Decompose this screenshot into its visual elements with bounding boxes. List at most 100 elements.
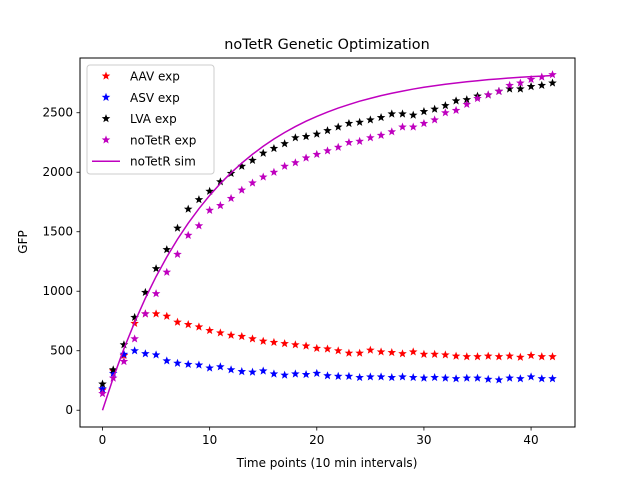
data-point-aav-exp bbox=[537, 352, 547, 361]
data-point-aav-exp bbox=[430, 349, 439, 358]
data-point-notetr-exp bbox=[301, 153, 311, 162]
data-point-lva-exp bbox=[291, 133, 300, 142]
data-point-notetr-exp bbox=[366, 133, 375, 142]
data-point-aav-exp bbox=[162, 311, 172, 320]
data-point-lva-exp bbox=[141, 287, 150, 297]
legend-label-aav-exp: AAV exp bbox=[130, 70, 180, 84]
data-point-notetr-exp bbox=[419, 118, 429, 128]
data-point-lva-exp bbox=[537, 80, 547, 90]
data-point-asv-exp bbox=[430, 373, 439, 382]
data-point-lva-exp bbox=[323, 126, 332, 135]
data-point-lva-exp bbox=[462, 95, 472, 104]
data-point-lva-exp bbox=[333, 122, 343, 131]
data-point-asv-exp bbox=[258, 366, 268, 375]
data-point-asv-exp bbox=[183, 359, 193, 369]
data-point-lva-exp bbox=[205, 186, 214, 195]
plot-frame bbox=[79, 57, 576, 428]
data-point-notetr-exp bbox=[205, 205, 214, 214]
x-tick-label: 40 bbox=[523, 433, 538, 447]
data-point-asv-exp bbox=[312, 368, 322, 377]
legend-swatch-asv-exp bbox=[101, 92, 111, 101]
data-point-aav-exp bbox=[333, 346, 343, 355]
data-point-aav-exp bbox=[205, 326, 214, 335]
legend-label-lva-exp: LVA exp bbox=[130, 112, 177, 126]
data-point-aav-exp bbox=[216, 328, 225, 337]
data-point-asv-exp bbox=[419, 373, 429, 382]
data-point-lva-exp bbox=[119, 340, 129, 349]
data-point-asv-exp bbox=[387, 373, 397, 382]
data-point-asv-exp bbox=[451, 374, 461, 383]
data-point-lva-exp bbox=[505, 84, 514, 93]
data-point-asv-exp bbox=[248, 367, 257, 376]
data-point-asv-exp bbox=[162, 356, 172, 365]
data-point-aav-exp bbox=[505, 351, 514, 360]
data-point-asv-exp bbox=[473, 373, 482, 382]
chart-title: noTetR Genetic Optimization bbox=[224, 37, 430, 53]
y-tick-label: 1500 bbox=[42, 225, 73, 239]
data-point-notetr-exp bbox=[355, 136, 364, 145]
data-point-aav-exp bbox=[462, 352, 472, 361]
data-point-aav-exp bbox=[451, 351, 461, 360]
data-point-lva-exp bbox=[516, 84, 525, 93]
data-point-asv-exp bbox=[333, 371, 343, 380]
data-point-aav-exp bbox=[183, 320, 193, 329]
data-point-lva-exp bbox=[216, 177, 225, 186]
data-point-notetr-exp bbox=[548, 70, 557, 79]
data-point-notetr-exp bbox=[248, 178, 257, 187]
data-point-notetr-exp bbox=[151, 289, 161, 298]
x-axis-title: Time points (10 min intervals) bbox=[236, 456, 418, 470]
data-point-asv-exp bbox=[301, 370, 311, 379]
data-point-notetr-exp bbox=[505, 80, 514, 90]
data-point-notetr-exp bbox=[333, 142, 343, 151]
data-point-aav-exp bbox=[408, 347, 418, 356]
data-point-aav-exp bbox=[280, 339, 289, 348]
data-point-aav-exp bbox=[473, 352, 482, 361]
data-point-lva-exp bbox=[344, 118, 354, 128]
data-point-asv-exp bbox=[216, 362, 225, 371]
data-point-notetr-exp bbox=[344, 137, 354, 147]
data-point-lva-exp bbox=[387, 109, 397, 118]
data-point-notetr-exp bbox=[483, 90, 493, 99]
data-point-asv-exp bbox=[173, 358, 182, 367]
data-point-asv-exp bbox=[366, 372, 375, 381]
data-point-aav-exp bbox=[344, 348, 354, 357]
data-point-asv-exp bbox=[462, 373, 472, 382]
data-point-asv-exp bbox=[194, 360, 204, 369]
data-point-asv-exp bbox=[226, 365, 236, 374]
data-point-asv-exp bbox=[441, 373, 450, 382]
y-tick-label: 2500 bbox=[42, 106, 73, 120]
data-point-lva-exp bbox=[408, 110, 418, 119]
data-point-notetr-exp bbox=[398, 122, 407, 131]
data-point-aav-exp bbox=[269, 337, 279, 347]
data-point-notetr-exp bbox=[516, 78, 525, 87]
legend-swatch-aav-exp bbox=[101, 71, 111, 80]
data-point-asv-exp bbox=[408, 373, 418, 382]
data-point-asv-exp bbox=[151, 350, 161, 359]
data-point-notetr-exp bbox=[376, 130, 386, 139]
data-point-aav-exp bbox=[237, 331, 247, 341]
y-tick-label: 0 bbox=[65, 403, 73, 417]
x-tick-label: 30 bbox=[416, 433, 431, 447]
x-axis-ticks: 0 10 20 30 40 bbox=[99, 427, 539, 447]
data-point-asv-exp bbox=[376, 372, 386, 381]
data-point-aav-exp bbox=[398, 349, 407, 358]
data-point-notetr-exp bbox=[237, 185, 247, 194]
legend: AAV exp ASV exp LVA exp noTetR exp noTetR si… bbox=[86, 64, 215, 175]
data-point-lva-exp bbox=[248, 155, 257, 164]
data-point-aav-exp bbox=[226, 330, 236, 339]
data-point-aav-exp bbox=[376, 347, 386, 356]
data-point-asv-exp bbox=[516, 374, 525, 383]
data-point-asv-exp bbox=[526, 372, 536, 381]
data-point-notetr-exp bbox=[473, 93, 482, 103]
data-point-asv-exp bbox=[141, 349, 150, 358]
data-point-notetr-exp bbox=[312, 149, 322, 159]
data-point-lva-exp bbox=[376, 113, 386, 122]
data-point-notetr-exp bbox=[216, 201, 225, 210]
data-point-asv-exp bbox=[494, 375, 504, 384]
data-point-asv-exp bbox=[548, 374, 557, 383]
data-point-asv-exp bbox=[323, 371, 332, 380]
data-point-notetr-exp bbox=[130, 334, 139, 343]
plot-marks bbox=[98, 70, 557, 411]
data-point-notetr-exp bbox=[526, 74, 536, 84]
